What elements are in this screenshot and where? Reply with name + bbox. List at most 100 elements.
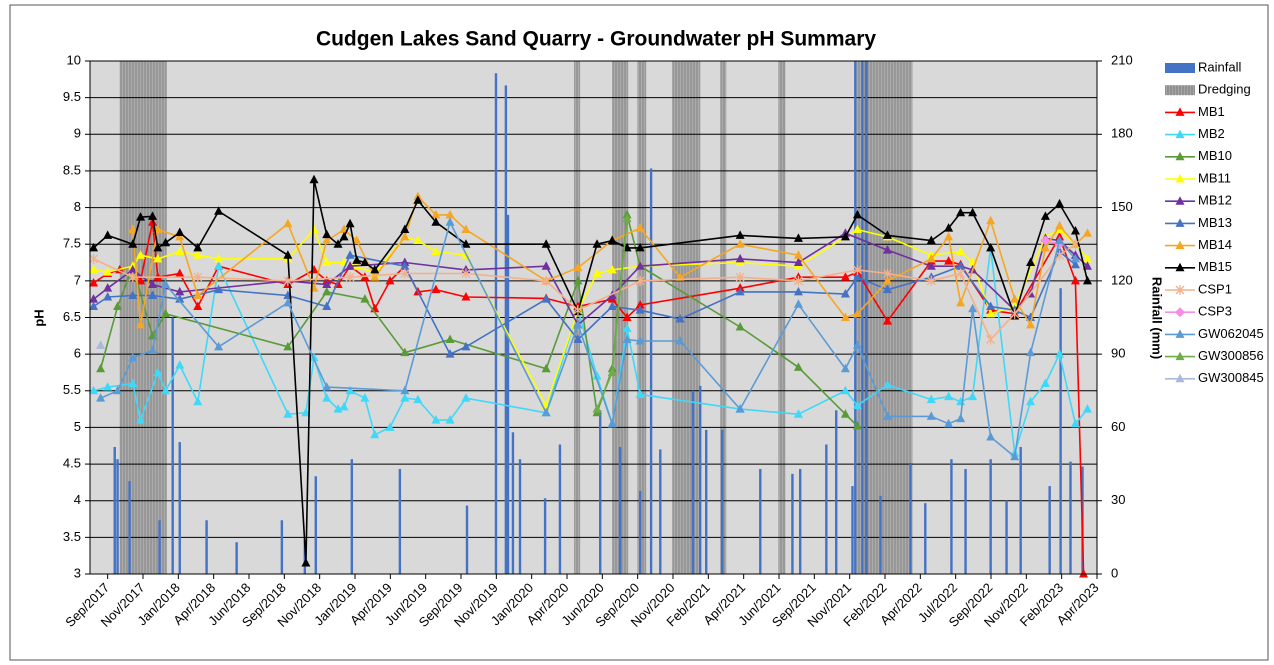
point — [840, 385, 850, 395]
y2-tick-label: 30 — [1111, 492, 1125, 507]
point — [345, 272, 355, 283]
point — [153, 253, 163, 263]
point — [136, 275, 146, 285]
rainfall-bar — [398, 468, 402, 574]
point — [309, 174, 319, 184]
point — [882, 275, 892, 285]
legend-marker — [1175, 329, 1185, 338]
point — [153, 242, 163, 252]
point — [161, 308, 171, 318]
point — [840, 289, 850, 298]
point — [128, 224, 138, 234]
point — [283, 218, 293, 228]
point — [193, 272, 203, 283]
point — [735, 230, 745, 239]
point — [986, 215, 996, 225]
point — [592, 371, 602, 380]
series-line — [132, 195, 1089, 327]
point — [635, 275, 645, 286]
point — [400, 347, 410, 357]
point — [793, 250, 803, 259]
point — [283, 409, 293, 418]
point — [360, 257, 370, 267]
point — [103, 283, 113, 292]
point — [283, 297, 293, 307]
point — [1082, 261, 1092, 270]
point — [607, 264, 617, 274]
point — [148, 290, 158, 300]
point — [1010, 308, 1020, 319]
point — [852, 264, 862, 275]
legend-marker — [1175, 351, 1185, 361]
legend-label: MB10 — [1198, 148, 1232, 163]
point — [986, 308, 996, 318]
point — [883, 268, 892, 279]
legend-label: MB13 — [1198, 215, 1232, 230]
point — [968, 207, 978, 217]
point — [635, 223, 645, 232]
rainfall-bar — [116, 459, 119, 574]
point — [882, 284, 892, 294]
point — [735, 286, 745, 296]
point — [370, 264, 380, 274]
point — [541, 363, 551, 373]
point — [214, 284, 224, 294]
point — [968, 391, 978, 401]
point — [193, 250, 203, 259]
rainfall-bar — [235, 542, 238, 574]
rainfall-bar — [1019, 446, 1022, 574]
legend-label: GW300845 — [1198, 370, 1264, 385]
point — [175, 246, 185, 256]
point — [1010, 451, 1020, 461]
point — [944, 223, 954, 232]
point — [103, 267, 113, 276]
point — [309, 352, 319, 362]
legend-label: MB1 — [1198, 104, 1225, 119]
legend-marker — [1175, 373, 1185, 383]
point — [128, 239, 138, 248]
point — [852, 340, 862, 349]
legend-label: MB11 — [1198, 170, 1231, 185]
rainfall-bar — [350, 459, 354, 574]
rainfall-bar — [924, 503, 927, 574]
point — [926, 394, 936, 404]
point — [431, 415, 441, 424]
plot-frame — [89, 60, 1098, 575]
point — [635, 389, 645, 398]
rainfall-bar — [1059, 288, 1062, 574]
point — [193, 242, 203, 252]
legend-label: Rainfall — [1198, 59, 1241, 74]
point — [431, 217, 441, 226]
legend-label: CSP3 — [1198, 304, 1232, 319]
point — [89, 253, 98, 264]
point — [400, 261, 410, 270]
point — [400, 385, 410, 395]
point — [541, 294, 551, 303]
point — [1082, 253, 1092, 263]
point — [345, 250, 355, 259]
point — [161, 279, 171, 289]
point — [793, 233, 803, 242]
point — [400, 224, 410, 234]
point — [956, 261, 966, 270]
point — [148, 345, 158, 354]
point — [607, 235, 617, 245]
point — [322, 235, 332, 245]
point — [214, 253, 224, 263]
point — [840, 363, 850, 373]
y-tick-label: 9 — [74, 126, 81, 141]
point — [882, 379, 892, 389]
legend-marker — [1175, 196, 1185, 205]
legend-marker — [1175, 285, 1185, 295]
y-tick-label: 4 — [74, 492, 81, 507]
point — [175, 268, 185, 278]
point — [986, 301, 996, 311]
series-line — [92, 179, 1089, 564]
legend-marker — [1175, 262, 1185, 272]
rainfall-bar — [638, 490, 642, 574]
point — [840, 231, 850, 241]
rainfall-bar — [950, 459, 953, 574]
y-tick-label: 5.5 — [63, 382, 81, 397]
point — [461, 224, 471, 234]
point — [370, 429, 380, 439]
